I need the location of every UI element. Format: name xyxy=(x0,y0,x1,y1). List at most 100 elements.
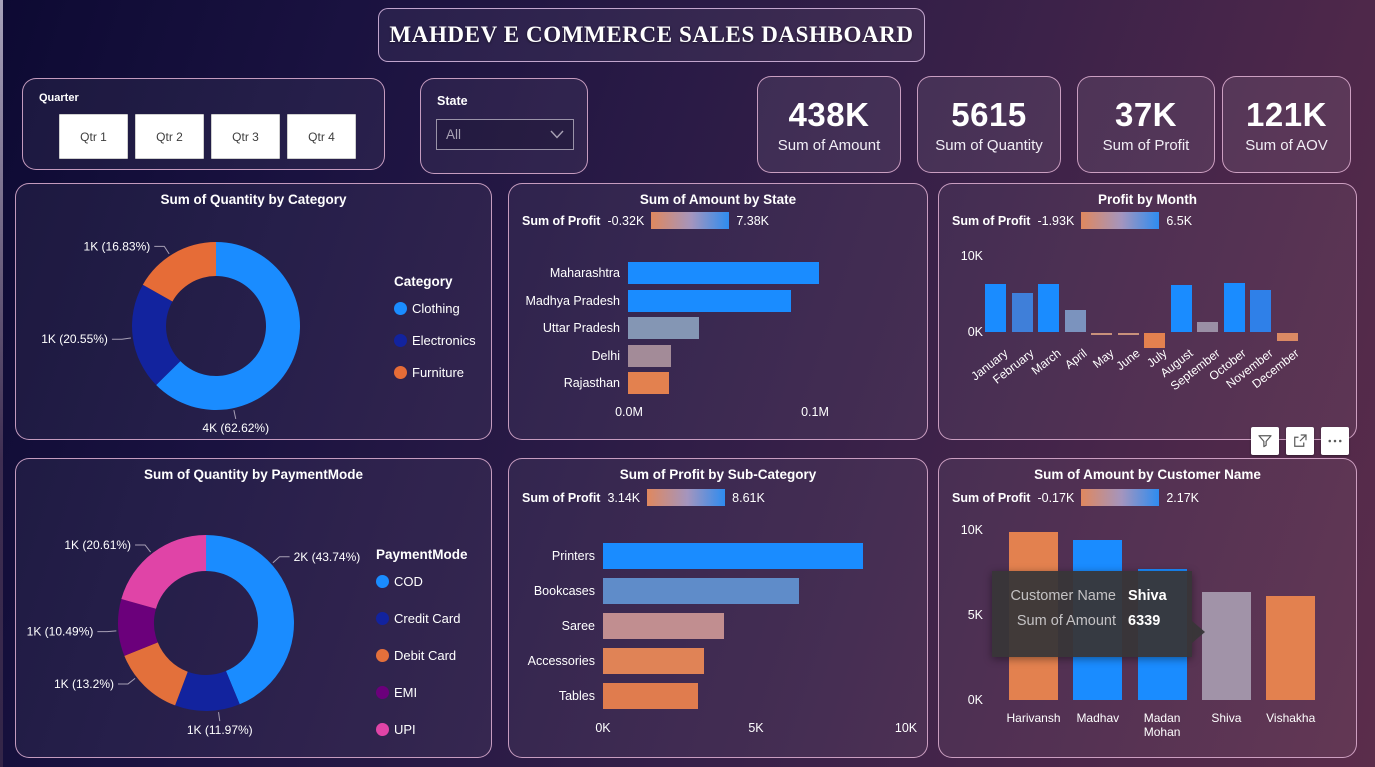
legend-label: UPI xyxy=(394,722,416,737)
category-label: Delhi xyxy=(591,348,621,363)
category-label: Tables xyxy=(558,689,595,703)
bar-may[interactable] xyxy=(1091,333,1112,335)
visual-header-toolbar xyxy=(1251,427,1349,455)
bar-chart-subcategory[interactable]: Printers Bookcases Saree Accessories Tables 0… xyxy=(509,459,927,757)
legend-label: Furniture xyxy=(412,365,465,380)
donut-slice-cod[interactable] xyxy=(206,535,294,705)
bar-printers[interactable] xyxy=(603,543,863,569)
popout-icon[interactable] xyxy=(1286,427,1314,455)
bar-july[interactable] xyxy=(1144,333,1165,348)
legend-dot xyxy=(394,334,407,347)
category-label: Uttar Pradesh xyxy=(542,321,620,335)
kpi-sum-of-quantity: 5615 Sum of Quantity xyxy=(917,76,1061,173)
gradient-legend-bar xyxy=(1081,489,1160,506)
card-amount-by-state: Sum of Amount by State Sum of Profit -0.… xyxy=(508,183,928,440)
category-label: June xyxy=(1113,346,1143,374)
donut-data-label: 1K (20.55%) xyxy=(41,332,108,346)
category-label: Madan Mohan xyxy=(1143,711,1181,739)
legend-item-emi[interactable]: EMI xyxy=(376,685,468,700)
category-label: Bookcases xyxy=(533,584,595,598)
bar-december[interactable] xyxy=(1276,333,1298,341)
bar-march[interactable] xyxy=(1038,284,1059,332)
category-label: Printers xyxy=(551,549,595,563)
category-label: March xyxy=(1028,346,1064,378)
legend-item-credit-card[interactable]: Credit Card xyxy=(376,611,468,626)
donut-slice-credit-card[interactable] xyxy=(175,671,240,711)
quarter-button-3[interactable]: Qtr 3 xyxy=(211,114,280,159)
bar-saree[interactable] xyxy=(603,613,724,639)
bar-chart-state[interactable]: Maharashtra Madhya Pradesh Uttar Pradesh De… xyxy=(509,184,927,439)
chevron-down-icon xyxy=(550,130,564,139)
gradient-legend-max: 2.17K xyxy=(1166,490,1199,505)
bar-august[interactable] xyxy=(1170,285,1192,332)
donut-data-label: 1K (11.97%) xyxy=(187,723,253,737)
donut-legend: PaymentMode COD Credit Card Debit Card EMI UP… xyxy=(376,547,468,759)
category-label: April xyxy=(1062,346,1090,372)
state-slicer: State All xyxy=(420,78,588,174)
bar-june[interactable] xyxy=(1117,333,1139,335)
more-options-icon[interactable] xyxy=(1321,427,1349,455)
donut-slice-clothing[interactable] xyxy=(156,242,300,410)
bar-tables[interactable] xyxy=(603,683,698,709)
state-dropdown[interactable]: All xyxy=(436,119,574,150)
gradient-legend-bar xyxy=(647,489,726,506)
bar-january[interactable] xyxy=(985,284,1006,332)
bar-uttar-pradesh[interactable] xyxy=(628,317,699,339)
x-axis-tick: 10K xyxy=(894,721,918,735)
bar-rajasthan[interactable] xyxy=(628,372,669,394)
bar-february[interactable] xyxy=(1011,293,1033,332)
bar-bookcases[interactable] xyxy=(603,578,799,604)
x-axis-tick: 0.0M xyxy=(615,405,643,419)
bar-october[interactable] xyxy=(1223,283,1245,332)
legend-dot xyxy=(376,649,389,662)
kpi-label: Sum of Quantity xyxy=(935,136,1043,154)
legend-label: EMI xyxy=(394,685,418,700)
donut-slice-electronics[interactable] xyxy=(131,284,181,385)
bar-madhya-pradesh[interactable] xyxy=(628,289,791,312)
donut-data-label: 1K (20.61%) xyxy=(64,538,131,552)
filter-icon[interactable] xyxy=(1251,427,1279,455)
donut-slice-furniture[interactable] xyxy=(142,242,216,302)
x-axis-tick: 0K xyxy=(595,721,611,735)
donut-chart-category[interactable]: 4K (62.62%) 1K (20.55%) 1K (16.83%) Categor… xyxy=(16,184,491,439)
category-label: Madhya Pradesh xyxy=(525,293,620,308)
tooltip-label: Sum of Amount xyxy=(1016,613,1116,629)
legend-item-cod[interactable]: COD xyxy=(376,574,468,589)
chart-title: Sum of Amount by Customer Name xyxy=(1034,467,1261,482)
column-chart-month[interactable]: January February March April May June July Augu… xyxy=(939,184,1356,439)
bar-maharashtra[interactable] xyxy=(628,262,819,284)
legend-item-clothing[interactable]: Clothing xyxy=(394,301,476,316)
legend-item-electronics[interactable]: Electronics xyxy=(394,333,476,348)
bar-delhi[interactable] xyxy=(628,344,671,367)
legend-item-furniture[interactable]: Furniture xyxy=(394,365,476,380)
gradient-legend-label: Sum of Profit xyxy=(522,213,601,228)
bar-september[interactable] xyxy=(1197,322,1218,332)
tooltip-value: 6339 xyxy=(1128,613,1161,629)
donut-slice-emi[interactable] xyxy=(118,598,158,656)
category-label: Vishakha xyxy=(1266,711,1316,725)
legend-item-debit-card[interactable]: Debit Card xyxy=(376,648,468,663)
category-label: Saree xyxy=(561,619,595,633)
quarter-button-2[interactable]: Qtr 2 xyxy=(135,114,204,159)
quarter-button-1[interactable]: Qtr 1 xyxy=(59,114,128,159)
gradient-legend-max: 7.38K xyxy=(736,213,769,228)
bar-vishakha[interactable] xyxy=(1266,596,1316,700)
donut-chart-paymentmode[interactable]: 2K (43.74%) 1K (11.97%) 1K (13.2%) 1K (10.4… xyxy=(16,459,491,757)
donut-slice-debit-card[interactable] xyxy=(124,642,188,706)
kpi-sum-of-amount: 438K Sum of Amount xyxy=(757,76,901,173)
bar-shiva[interactable] xyxy=(1201,592,1251,700)
legend-item-upi[interactable]: UPI xyxy=(376,722,468,737)
category-label: Madhav xyxy=(1076,711,1120,725)
donut-data-label: 4K (62.62%) xyxy=(202,421,269,435)
legend-label: Debit Card xyxy=(394,648,457,663)
y-axis-tick: 5K xyxy=(967,608,983,622)
bar-november[interactable] xyxy=(1250,290,1271,332)
y-axis-tick: 0K xyxy=(967,325,983,339)
bar-accessories[interactable] xyxy=(603,648,704,674)
bar-april[interactable] xyxy=(1064,310,1086,332)
donut-legend: Category Clothing Electronics Furniture xyxy=(394,274,476,397)
chart-tooltip: Customer Name Shiva Sum of Amount 6339 xyxy=(992,571,1205,657)
kpi-label: Sum of AOV xyxy=(1245,136,1328,154)
donut-slice-upi[interactable] xyxy=(121,535,207,609)
quarter-button-4[interactable]: Qtr 4 xyxy=(287,114,356,159)
